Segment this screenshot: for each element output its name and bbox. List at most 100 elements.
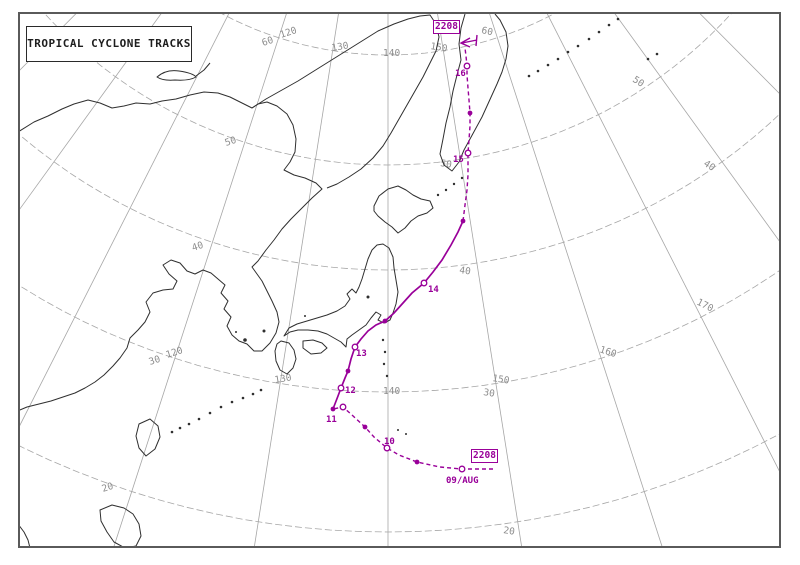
islet	[436, 193, 440, 197]
grid-label: 140	[383, 386, 400, 397]
track-marker-open	[337, 384, 345, 392]
islet	[259, 388, 263, 392]
islet	[385, 374, 389, 378]
coastline	[195, 62, 211, 77]
latitude-arc	[20, 270, 779, 393]
grid-label: 60	[261, 35, 276, 49]
grid-label: 40	[191, 240, 206, 254]
latitude-arc	[20, 114, 779, 271]
islet	[241, 396, 245, 400]
islet	[536, 69, 540, 73]
track-marker-open	[339, 403, 347, 411]
coastline	[439, 14, 509, 172]
meridian-line	[489, 14, 663, 547]
islet	[405, 433, 407, 435]
grid-label: 30	[148, 354, 163, 368]
track-marker-open	[383, 444, 391, 452]
coastline	[156, 70, 197, 81]
latitude-arc	[44, 14, 732, 166]
grid-label: 120	[279, 25, 299, 41]
track-end-arrow	[459, 34, 478, 48]
islet	[208, 411, 212, 415]
track-marker-filled	[460, 218, 466, 224]
islet	[230, 400, 234, 404]
islet	[304, 315, 306, 317]
islet	[197, 417, 201, 421]
coastline	[302, 339, 328, 355]
islet	[381, 338, 385, 342]
storm-id-label: 2208	[435, 21, 458, 32]
track-date-label: 14	[428, 285, 439, 295]
map-frame	[18, 12, 781, 548]
grid-label: 20	[101, 481, 116, 495]
islet	[170, 430, 174, 434]
track-marker-filled	[345, 368, 351, 374]
islet	[556, 57, 560, 61]
track-layer	[330, 34, 493, 473]
meridian-line	[113, 14, 287, 547]
grid-label: 150	[430, 41, 449, 55]
track-date-label-layer: 09/AUG 10 11 12 13 14 15 16	[326, 69, 479, 486]
track-marker-open	[463, 62, 471, 70]
grid-label: 170	[695, 297, 716, 315]
coastline	[20, 525, 31, 547]
storm-id-label: 2208	[473, 450, 496, 461]
meridian-line	[614, 14, 779, 242]
grid-label: 160	[598, 344, 618, 360]
islet	[597, 30, 601, 34]
grid-label: 40	[701, 158, 717, 174]
meridian-line	[546, 14, 779, 472]
islet	[383, 350, 387, 354]
islet	[243, 338, 247, 342]
coastline-layer	[20, 14, 659, 547]
grid-label: 30	[483, 387, 496, 400]
grid-label: 50	[440, 158, 453, 171]
islet	[527, 74, 531, 78]
track-marker-filled	[362, 424, 368, 430]
grid-label: 130	[331, 40, 350, 54]
islet	[444, 188, 448, 192]
latitude-arc	[20, 433, 779, 533]
track-date-label: 12	[345, 386, 356, 396]
islet	[607, 23, 611, 27]
islet	[219, 405, 223, 409]
grid-label: 130	[274, 372, 293, 386]
track-marker-open	[464, 149, 472, 157]
islet	[262, 329, 266, 333]
track-date-label: 15	[453, 155, 464, 165]
coastline	[99, 504, 142, 547]
islet	[576, 44, 580, 48]
storm-id-badge-end: 2208	[433, 20, 460, 34]
islet	[178, 426, 182, 430]
coastline	[20, 91, 323, 411]
coastline	[135, 418, 161, 457]
track-dashed-late	[462, 47, 471, 222]
islet	[235, 331, 237, 333]
track-marker-filled	[414, 459, 420, 465]
meridian-line	[699, 14, 779, 94]
meridian-line	[20, 14, 77, 71]
track-date-label: 10	[384, 437, 395, 447]
islet	[366, 295, 370, 299]
grid-label: 60	[480, 25, 494, 38]
storm-id-badge-start: 2208	[471, 449, 498, 463]
track-date-label: 16	[455, 69, 466, 79]
track-marker-open	[458, 465, 466, 473]
grid-label: 20	[503, 525, 516, 538]
islet	[587, 37, 591, 41]
track-date-label: 11	[326, 415, 337, 425]
meridian-line	[20, 14, 230, 426]
islet	[397, 429, 399, 431]
islet	[655, 52, 659, 56]
coastline	[274, 340, 297, 375]
track-marker-open	[351, 343, 359, 351]
islet	[546, 63, 550, 67]
grid-label: 50	[630, 74, 646, 90]
track-date-label: 13	[356, 349, 367, 359]
track-marker-filled	[330, 406, 336, 412]
meridian-line	[437, 14, 523, 547]
islet	[566, 50, 570, 54]
meridian-line	[20, 14, 162, 210]
islet	[616, 17, 620, 21]
